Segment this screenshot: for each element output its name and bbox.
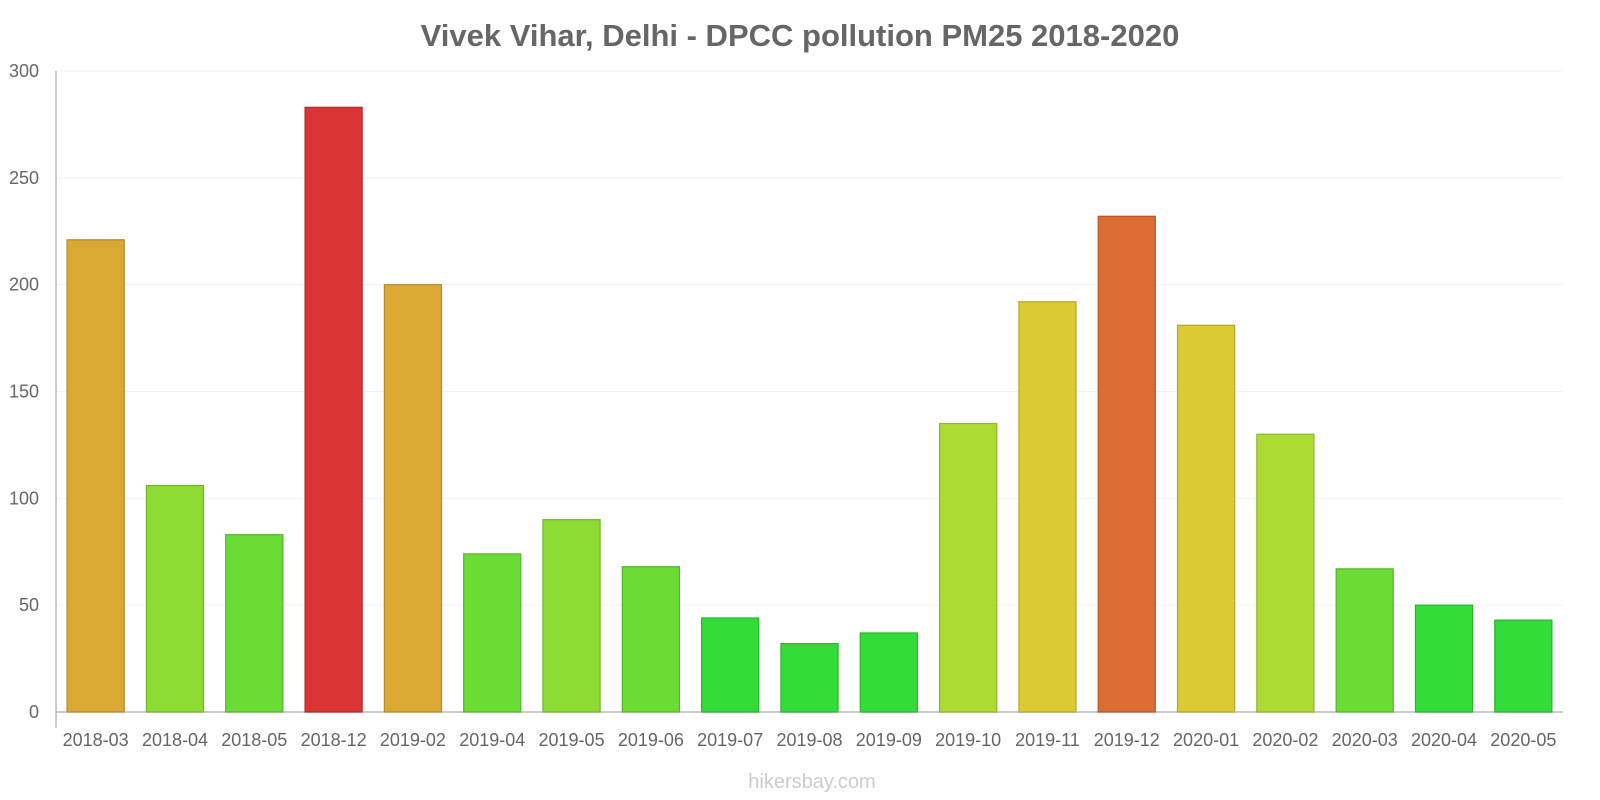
x-tick-label-2019-05: 2019-05: [539, 730, 605, 750]
y-tick-label-50: 50: [19, 595, 39, 615]
bar-2020-02: [1256, 433, 1315, 713]
x-tick-label-2019-02: 2019-02: [380, 730, 446, 750]
x-tick-label-2019-09: 2019-09: [856, 730, 922, 750]
bar-2019-12: [1097, 215, 1156, 713]
bar-2019-05: [542, 519, 601, 713]
x-tick-label-2018-04: 2018-04: [142, 730, 208, 750]
x-tick-label-2019-10: 2019-10: [935, 730, 1001, 750]
y-tick-label-150: 150: [9, 382, 39, 402]
bar-2018-12: [304, 106, 363, 713]
y-tick-label-100: 100: [9, 488, 39, 508]
bar-2018-05: [225, 534, 284, 713]
y-tick-label-300: 300: [9, 61, 39, 81]
bar-2019-10: [938, 422, 998, 713]
bar-2020-05: [1494, 619, 1553, 713]
x-tick-labels: 2018-03 2018-04 2018-05 2018-12 2019-02 2019-…: [63, 730, 1557, 750]
bar-2020-03: [1335, 568, 1394, 713]
bar-2019-09: [859, 632, 918, 713]
bar-2018-04: [145, 484, 205, 713]
bars: [66, 106, 1553, 713]
x-tick-label-2019-08: 2019-08: [776, 730, 842, 750]
x-tick-label-2018-12: 2018-12: [301, 730, 367, 750]
grid-lines: [56, 70, 1563, 606]
bar-2020-01: [1176, 324, 1236, 713]
x-tick-label-2020-03: 2020-03: [1332, 730, 1398, 750]
x-tick-label-2018-05: 2018-05: [221, 730, 287, 750]
y-tick-label-250: 250: [9, 168, 39, 188]
x-tick-label-2019-07: 2019-07: [697, 730, 763, 750]
y-tick-label-200: 200: [9, 275, 39, 295]
bar-2019-06: [621, 566, 681, 713]
bar-2019-08: [780, 643, 839, 713]
x-tick-label-2019-04: 2019-04: [459, 730, 525, 750]
bar-2019-02: [383, 284, 443, 713]
bar-2019-07: [701, 617, 760, 713]
y-tick-label-0: 0: [29, 702, 39, 722]
x-tick-label-2019-12: 2019-12: [1094, 730, 1160, 750]
bar-2018-03: [66, 239, 125, 713]
x-tick-label-2020-05: 2020-05: [1490, 730, 1556, 750]
x-tick-label-2019-06: 2019-06: [618, 730, 684, 750]
x-tick-label-2018-03: 2018-03: [63, 730, 129, 750]
x-tick-label-2020-04: 2020-04: [1411, 730, 1477, 750]
chart-title: Vivek Vihar, Delhi - DPCC pollution PM25…: [421, 18, 1180, 53]
x-tick-label-2020-01: 2020-01: [1173, 730, 1239, 750]
bar-2020-04: [1414, 604, 1474, 713]
x-tick-label-2019-11: 2019-11: [1015, 730, 1080, 750]
watermark: hikersbay.com: [748, 771, 875, 793]
bar-2019-11: [1018, 301, 1077, 713]
bar-2019-04: [463, 553, 522, 713]
y-tick-labels: 0 50 100 150 200 250 300: [9, 61, 39, 722]
x-tick-label-2020-02: 2020-02: [1252, 730, 1318, 750]
